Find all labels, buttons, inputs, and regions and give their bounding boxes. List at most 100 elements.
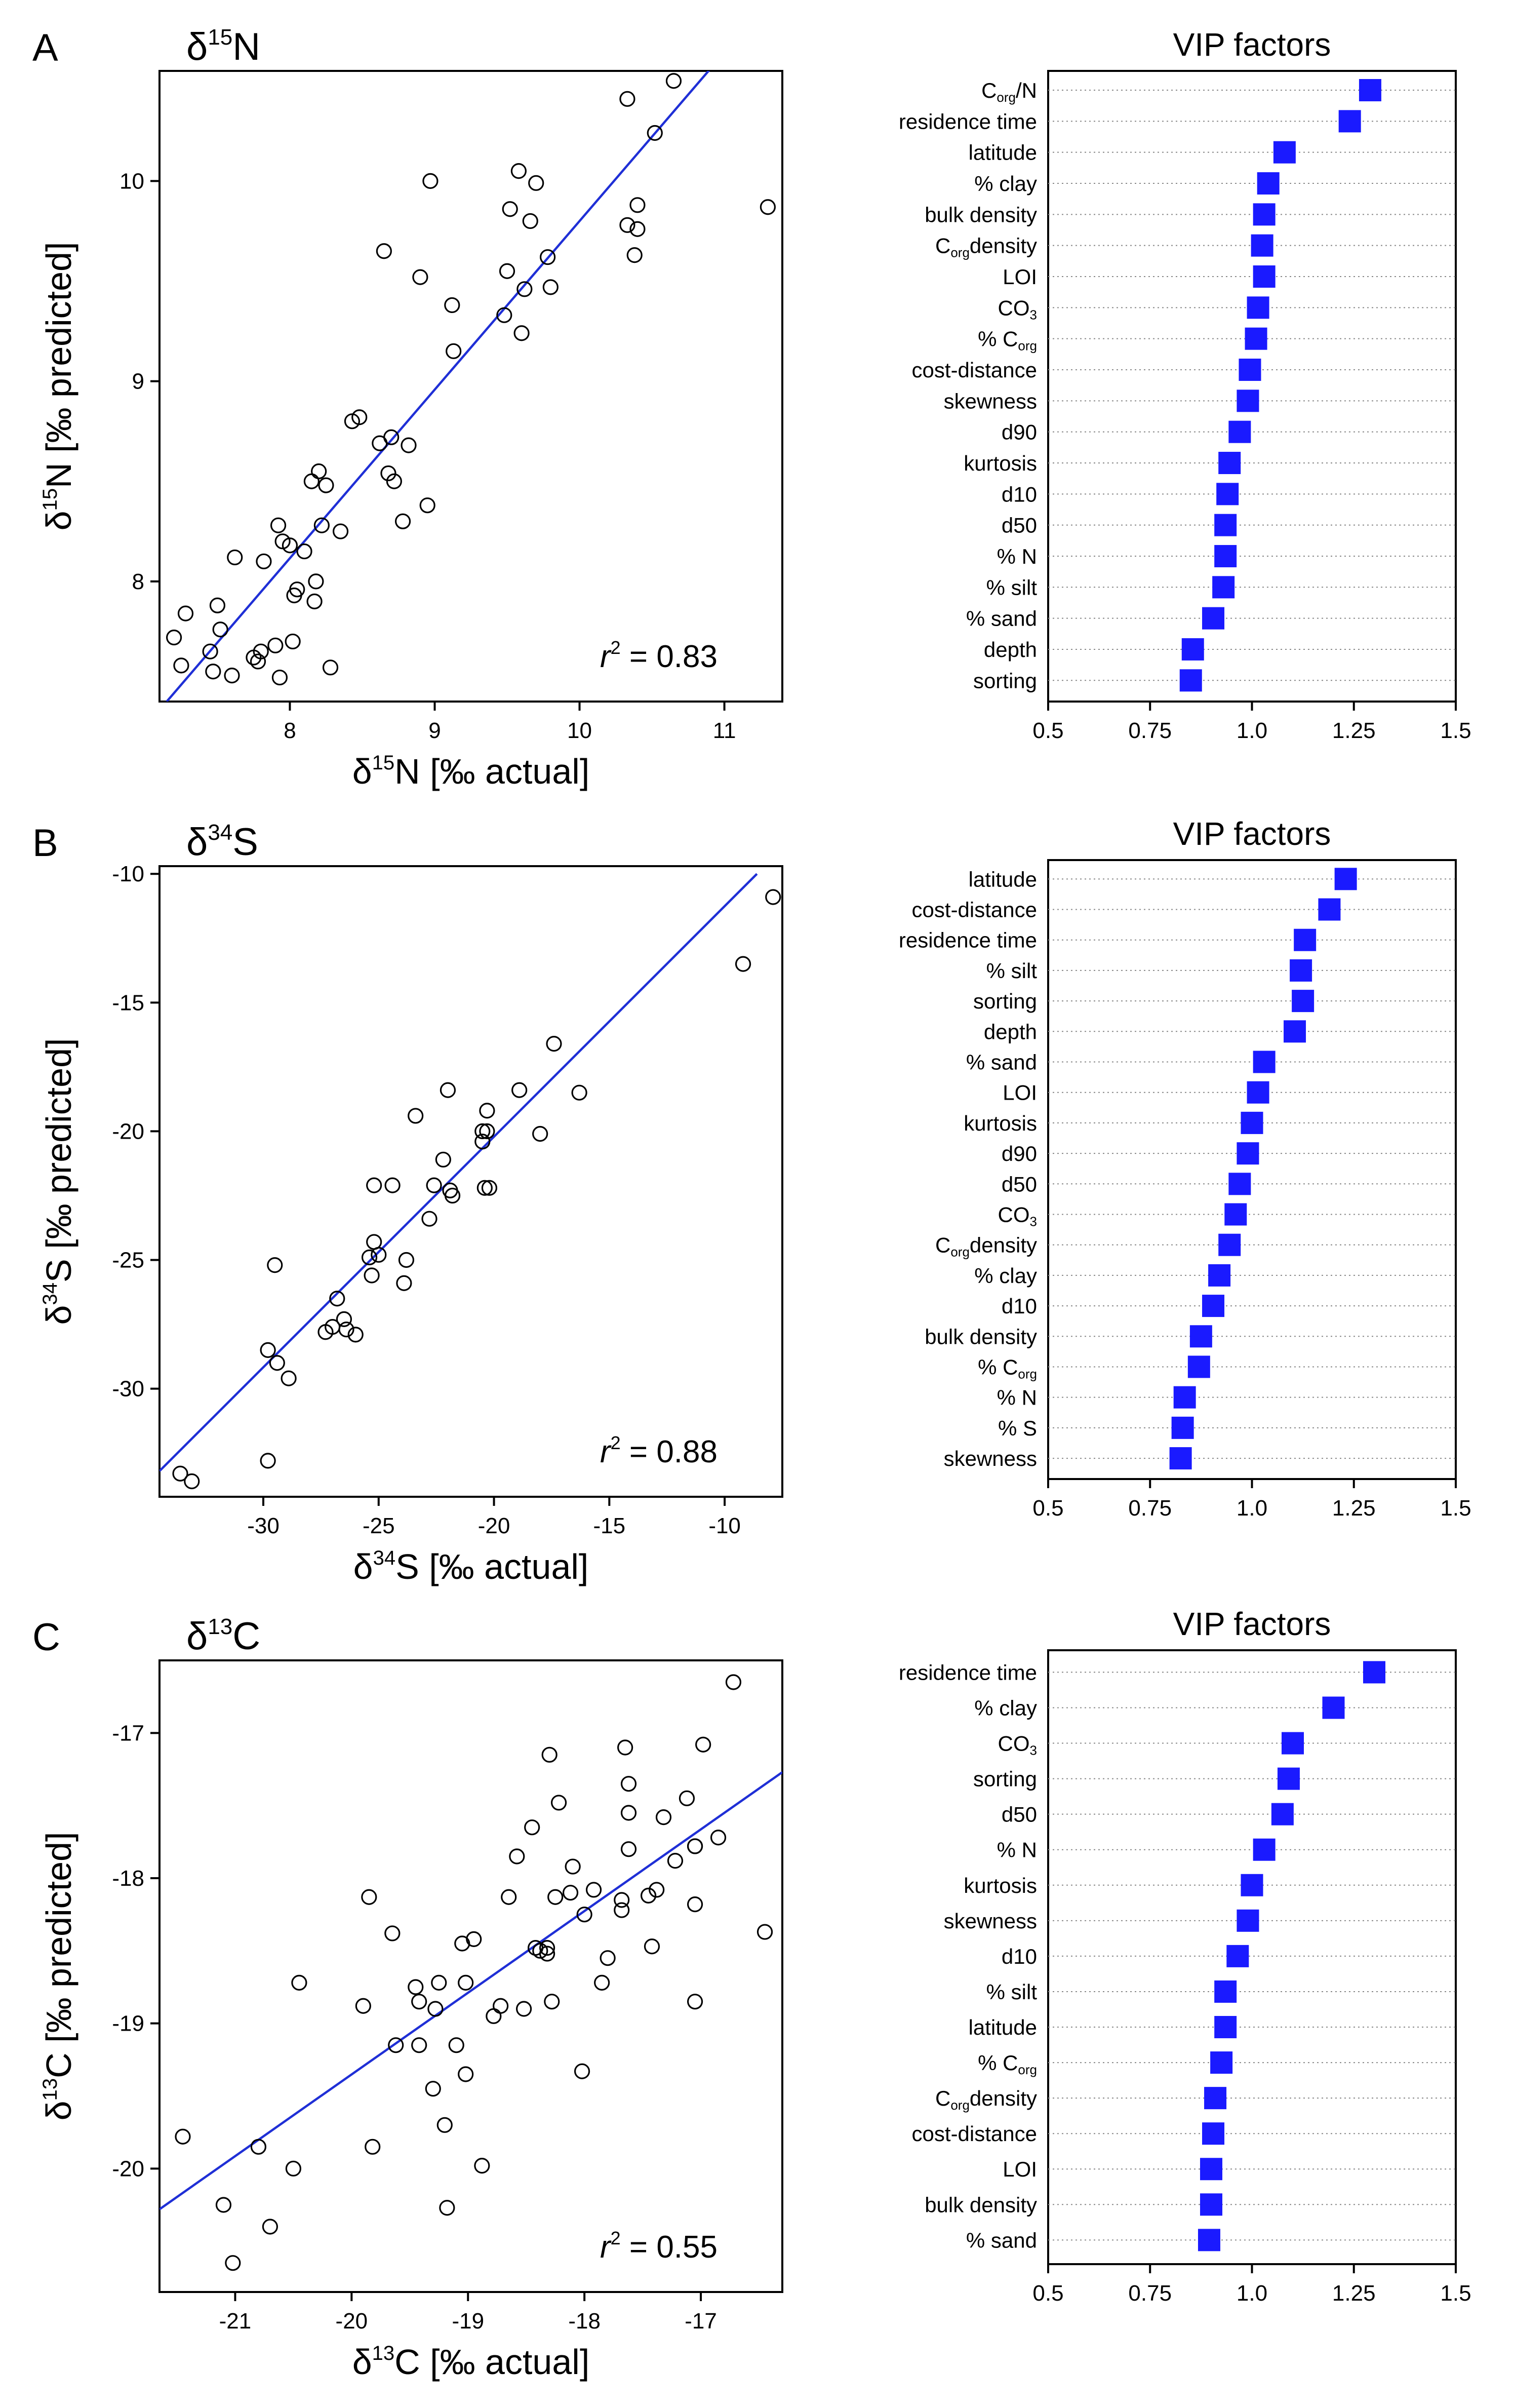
data-point <box>260 1342 276 1358</box>
data-point <box>539 1940 555 1956</box>
data-point <box>629 197 646 213</box>
x-tick-label: -25 <box>363 1513 395 1538</box>
data-point <box>547 1889 564 1905</box>
vip-panel-b: VIP factors latitude cost-distance residenc… <box>899 815 1471 1521</box>
chart-title: δ34S <box>186 820 258 864</box>
data-point <box>620 1776 637 1792</box>
data-point <box>412 269 428 285</box>
data-point <box>209 597 226 613</box>
data-point <box>270 517 287 533</box>
data-point <box>544 1994 560 2010</box>
r-squared-label: r2 = 0.83 <box>600 637 718 674</box>
x-axis-label: δ13C [‰ actual] <box>352 2342 590 2382</box>
vip-x-tick-label: 1.5 <box>1440 718 1471 743</box>
vip-marker <box>1241 1111 1263 1134</box>
data-point <box>446 343 462 359</box>
plot-frame <box>158 865 783 1498</box>
data-point <box>260 1453 276 1469</box>
data-point <box>655 1809 672 1826</box>
data-point <box>269 1355 285 1371</box>
vip-factor-label: kurtosis <box>964 1111 1037 1135</box>
x-tick-label: 11 <box>713 718 736 743</box>
vip-marker <box>1257 172 1280 195</box>
vip-marker <box>1226 1945 1249 1967</box>
regression-line <box>160 873 758 1472</box>
vip-marker <box>1228 1173 1251 1195</box>
vip-factor-label: Corg/N <box>981 79 1037 105</box>
vip-title: VIP factors <box>1173 815 1331 852</box>
data-point <box>227 549 243 566</box>
vip-factor-label: bulk density <box>925 2193 1037 2217</box>
vip-factor-label: % clay <box>974 1264 1037 1288</box>
y-tick-label: 8 <box>132 569 144 594</box>
data-point <box>620 1841 637 1857</box>
regression-line <box>160 1771 782 2210</box>
vip-marker <box>1204 2087 1227 2110</box>
vip-x-tick-label: 1.25 <box>1332 718 1376 743</box>
data-point <box>710 1830 727 1846</box>
vip-marker <box>1224 1203 1247 1226</box>
vip-marker <box>1253 265 1276 288</box>
data-point <box>347 1327 364 1343</box>
data-point <box>411 1994 427 2010</box>
vip-factor-label: Corgdensity <box>935 234 1037 260</box>
data-point <box>289 581 305 598</box>
vip-x-tick-label: 1.25 <box>1332 2281 1376 2306</box>
vip-marker <box>1253 1051 1276 1073</box>
x-tick-label: 10 <box>567 718 592 743</box>
y-tick-label: -10 <box>112 862 144 886</box>
x-tick-label: -20 <box>478 1513 510 1538</box>
vip-marker <box>1218 451 1241 474</box>
vip-title: VIP factors <box>1173 26 1331 63</box>
vip-marker <box>1253 1838 1276 1861</box>
vip-marker <box>1202 607 1225 630</box>
vip-factor-label: cost-distance <box>912 358 1037 382</box>
data-point <box>496 307 512 323</box>
data-point <box>336 1311 352 1327</box>
vip-marker <box>1284 1020 1306 1043</box>
panel-letter-c: C <box>32 1616 60 1659</box>
vip-marker <box>1247 296 1269 319</box>
data-point <box>322 659 339 676</box>
vip-factor-label: % silt <box>986 575 1038 599</box>
vip-factor-label: % sand <box>966 2228 1037 2252</box>
panel-letter-b: B <box>32 822 58 865</box>
vip-factor-label: depth <box>984 638 1037 662</box>
data-point <box>215 2197 232 2213</box>
data-point <box>585 1882 602 1898</box>
data-point <box>476 1180 493 1196</box>
vip-marker <box>1228 420 1251 443</box>
data-point <box>620 1805 637 1821</box>
vip-factor-label: d10 <box>1002 482 1037 506</box>
data-point <box>687 1896 703 1913</box>
y-tick-label: -17 <box>112 1721 144 1745</box>
vip-title: VIP factors <box>1173 1606 1331 1642</box>
y-tick-label: -30 <box>112 1377 144 1402</box>
data-point <box>532 1943 548 1959</box>
plot-frame <box>158 70 783 703</box>
data-point <box>619 217 635 233</box>
chart-title: δ13C <box>186 1614 260 1658</box>
data-point <box>649 1882 665 1898</box>
vip-factor-label: d50 <box>1002 1172 1037 1196</box>
vip-panel-c: VIP factors residence time % clay CO3 sortin… <box>899 1606 1471 2306</box>
x-tick-label: -21 <box>219 2309 252 2334</box>
vip-factor-label: Corgdensity <box>935 2086 1037 2113</box>
data-point <box>224 668 240 684</box>
data-point <box>474 1134 491 1150</box>
data-point <box>422 173 439 189</box>
vip-factor-label: skewness <box>944 389 1037 413</box>
data-point <box>594 1974 610 1991</box>
vip-marker <box>1338 110 1361 133</box>
vip-factor-label: CO3 <box>998 296 1037 322</box>
data-point <box>271 669 288 686</box>
data-point <box>576 1907 592 1923</box>
vip-marker <box>1173 1386 1196 1409</box>
vip-marker <box>1198 2229 1220 2251</box>
data-point <box>687 1838 703 1854</box>
r-squared-label: r2 = 0.55 <box>600 2228 718 2265</box>
vip-factor-label: % silt <box>986 1980 1038 2004</box>
data-point <box>565 1858 581 1875</box>
data-point <box>408 1108 424 1124</box>
vip-marker <box>1200 2158 1222 2181</box>
